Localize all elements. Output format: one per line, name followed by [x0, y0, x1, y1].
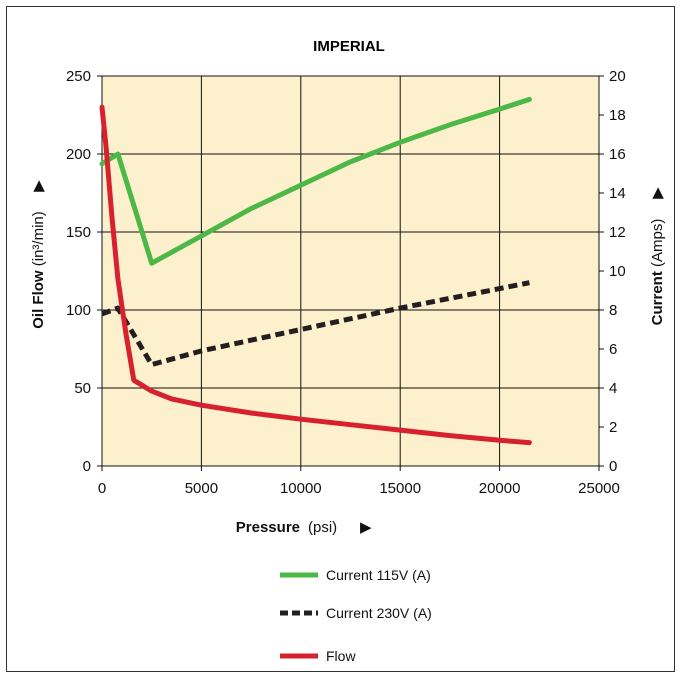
- x-axis-label: Pressure: [236, 519, 300, 536]
- y-left-label-unit: (in³/min): [30, 211, 47, 266]
- legend-label: Flow: [326, 648, 356, 664]
- series-line-current-115v-a: [99, 96, 532, 266]
- legend-label: Current 230V (A): [326, 605, 432, 621]
- y-right-tick-label: 12: [609, 224, 626, 241]
- plot-border: [101, 75, 600, 467]
- plot-background: [102, 76, 599, 466]
- y-left-axis-label: Oil Flow (in³/min): [30, 211, 47, 329]
- legend-label: Current 115V (A): [326, 567, 431, 583]
- x-axis-label-main: Pressure: [236, 519, 300, 536]
- x-tick-label: 0: [98, 480, 106, 497]
- series-line-flow: [99, 104, 532, 446]
- y-left-tick-label: 50: [74, 380, 91, 397]
- y-left-tick-label: 200: [66, 146, 91, 163]
- y-left-tick-label: 150: [66, 224, 91, 241]
- y-right-label-unit: (Amps): [649, 219, 666, 267]
- y-left-marker-group: ▶: [30, 180, 47, 192]
- y-right-tick-label: 18: [609, 107, 626, 124]
- y-left-tick-label: 100: [66, 302, 91, 319]
- y-right-marker-group: ▶: [649, 187, 666, 199]
- y-right-tick-label: 6: [609, 341, 617, 358]
- x-tick-label: 15000: [379, 480, 421, 497]
- y-right-tick-label: 0: [609, 458, 617, 475]
- y-right-axis-label: Current (Amps): [649, 219, 666, 326]
- y-right-label-group: Current (Amps): [649, 219, 666, 326]
- y-right-label-main: Current: [649, 271, 666, 325]
- y-right-tick-label: 2: [609, 419, 617, 436]
- x-tick-label: 25000: [578, 480, 620, 497]
- y-right-tick-label: 16: [609, 146, 626, 163]
- y-right-tick-label: 14: [609, 185, 626, 202]
- x-tick-label: 20000: [479, 480, 521, 497]
- y-right-tick-label: 20: [609, 68, 626, 85]
- y-right-tick-label: 10: [609, 263, 626, 280]
- x-tick-label: 5000: [185, 480, 218, 497]
- y-left-label-main: Oil Flow: [30, 270, 47, 329]
- legend: Current 115V (A) Current 230V (A) Flow: [280, 567, 432, 664]
- chart-title: IMPERIAL: [313, 38, 385, 55]
- series-line-current-230v-a: [101, 280, 530, 368]
- y-right-axis-marker: ▶: [649, 187, 666, 199]
- y-left-label-group: Oil Flow (in³/min): [30, 211, 47, 329]
- plot-layer: 0 5000 10000 15000 20000 25000050100150200250…: [66, 68, 626, 497]
- y-left-tick-label: 250: [66, 68, 91, 85]
- y-left-axis-marker: ▶: [30, 180, 47, 192]
- x-tick-label: 10000: [280, 480, 322, 497]
- y-right-tick-label: 4: [609, 380, 617, 397]
- y-left-tick-label: 0: [83, 458, 91, 475]
- x-axis-marker: ▶: [360, 519, 372, 536]
- x-axis-unit: (psi): [308, 519, 337, 536]
- y-right-tick-label: 8: [609, 302, 617, 319]
